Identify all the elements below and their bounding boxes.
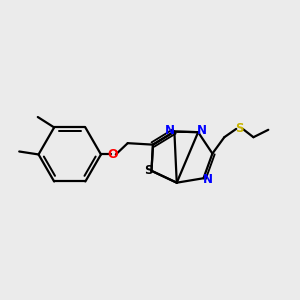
Text: N: N <box>203 173 213 186</box>
Text: S: S <box>235 122 243 135</box>
Text: N: N <box>165 124 175 136</box>
Text: O: O <box>107 148 118 161</box>
Text: S: S <box>144 164 152 177</box>
Text: N: N <box>197 124 207 137</box>
